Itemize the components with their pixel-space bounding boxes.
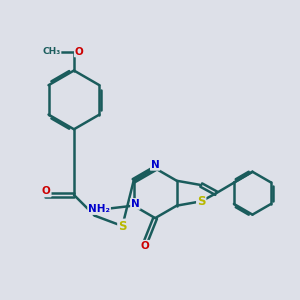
- Text: S: S: [118, 220, 127, 232]
- Text: O: O: [140, 241, 149, 251]
- Text: NH₂: NH₂: [88, 204, 110, 214]
- Text: CH₃: CH₃: [42, 47, 61, 56]
- Text: N: N: [151, 160, 160, 170]
- Text: O: O: [42, 187, 51, 196]
- Text: S: S: [197, 195, 206, 208]
- Text: O: O: [75, 46, 83, 56]
- Text: N: N: [131, 199, 140, 209]
